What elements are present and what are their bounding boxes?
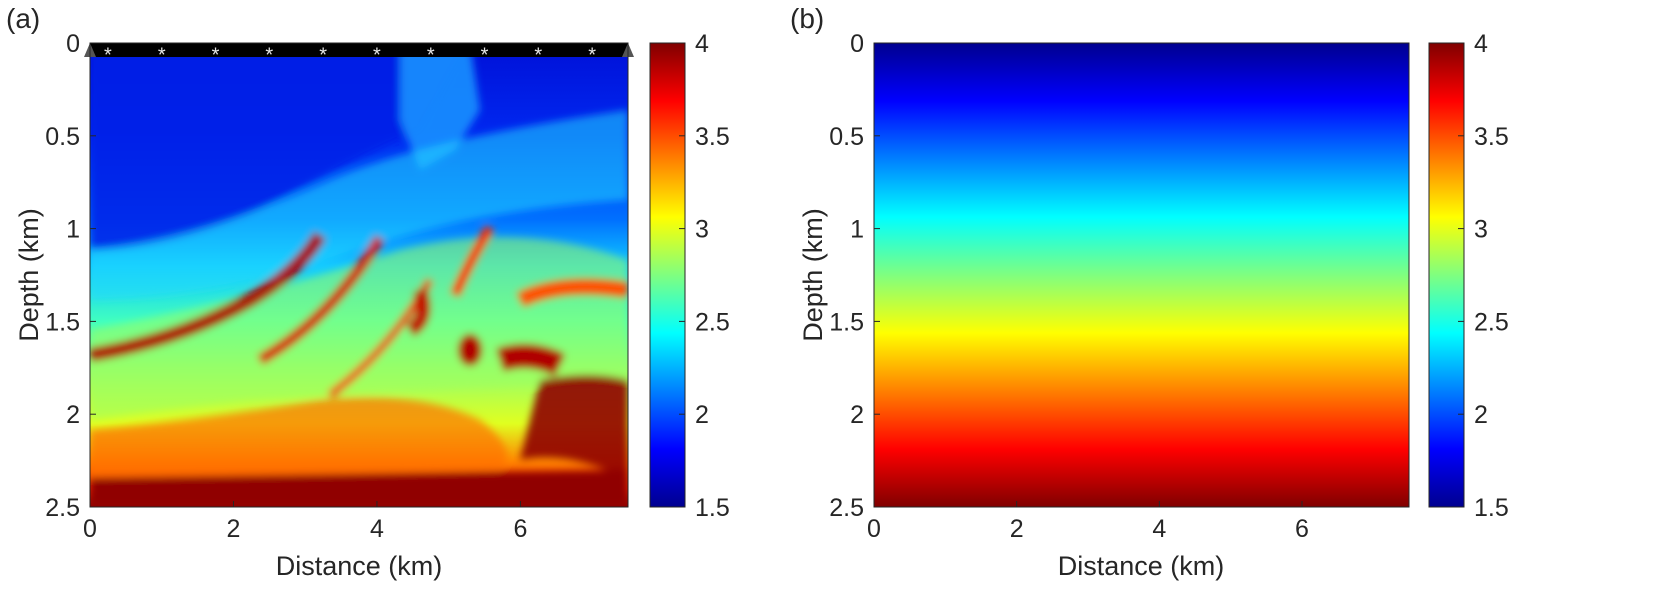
panel-b-axes: 0 2 4 6 0 0.5 1 1.5 2 2.5 bbox=[829, 30, 1309, 543]
panel-b-colorbar-tick-label: 3.5 bbox=[1474, 123, 1509, 151]
source-marker: * bbox=[158, 44, 166, 66]
panel-a-y-tick-label: 2.5 bbox=[45, 494, 80, 522]
panel-b-x-tick-label: 6 bbox=[1295, 515, 1309, 543]
panel-b-x-tick-label: 4 bbox=[1152, 515, 1166, 543]
source-marker: * bbox=[319, 44, 327, 66]
panel-a-colorbar-ticks: 1.5 2 2.5 3 3.5 4 bbox=[679, 30, 730, 522]
panel-a-x-tick-label: 2 bbox=[227, 515, 241, 543]
panel-a-x-tick-label: 6 bbox=[513, 515, 527, 543]
panel-a-y-tick-label: 1.5 bbox=[45, 308, 80, 336]
panel-b-label: (b) bbox=[790, 3, 824, 34]
source-marker: * bbox=[588, 44, 596, 66]
panel-a-x-axis-label: Distance (km) bbox=[276, 551, 443, 581]
panel-a: * * * * * * * * * * 0 2 4 6 0 0.5 1 1.5 2 2.5 1.5 2 2.5 3 3.5 4… bbox=[6, 3, 730, 581]
panel-a-heatmap bbox=[90, 43, 628, 507]
panel-b-y-tick-label: 0 bbox=[850, 30, 864, 58]
panel-b-y-tick-label: 1 bbox=[850, 216, 864, 244]
panel-b-y-tick-label: 1.5 bbox=[829, 308, 864, 336]
panel-b-colorbar-tick-label: 2.5 bbox=[1474, 308, 1509, 336]
panel-a-colorbar-tick-label: 1.5 bbox=[695, 494, 730, 522]
panel-a-label: (a) bbox=[6, 3, 40, 34]
panel-b: 0 2 4 6 0 0.5 1 1.5 2 2.5 1.5 2 2.5 3 3.5 4 (b) Distan… bbox=[790, 3, 1509, 581]
source-marker: * bbox=[265, 44, 273, 66]
source-marker: * bbox=[104, 44, 112, 66]
source-markers: * * * * * * * * * * bbox=[104, 44, 596, 66]
panel-a-y-tick-label: 1 bbox=[66, 216, 80, 244]
panel-a-y-tick-label: 0 bbox=[66, 30, 80, 58]
panel-b-heatmap bbox=[874, 43, 1409, 507]
panel-b-colorbar-ticks: 1.5 2 2.5 3 3.5 4 bbox=[1458, 30, 1509, 522]
panel-b-colorbar-tick-label: 1.5 bbox=[1474, 494, 1509, 522]
panel-b-x-axis-label: Distance (km) bbox=[1058, 551, 1225, 581]
source-marker: * bbox=[481, 44, 489, 66]
panel-a-plot-frame bbox=[89, 42, 629, 508]
panel-b-colorbar-tick-label: 4 bbox=[1474, 30, 1488, 58]
panel-a-colorbar-tick-label: 3 bbox=[695, 216, 709, 244]
panel-a-colorbar-tick-label: 2.5 bbox=[695, 308, 730, 336]
panel-b-x-tick-label: 0 bbox=[867, 515, 881, 543]
panel-a-colorbar-tick-label: 3.5 bbox=[695, 123, 730, 151]
panel-a-colorbar-tick-label: 2 bbox=[695, 401, 709, 429]
panel-a-y-tick-label: 2 bbox=[66, 401, 80, 429]
panel-a-y-tick-label: 0.5 bbox=[45, 123, 80, 151]
source-line bbox=[90, 43, 628, 57]
panel-b-y-tick-label: 2 bbox=[850, 401, 864, 429]
panel-b-colorbar-tick-label: 3 bbox=[1474, 216, 1488, 244]
panel-b-colorbar-tick-label: 2 bbox=[1474, 401, 1488, 429]
source-marker: * bbox=[534, 44, 542, 66]
source-marker: * bbox=[212, 44, 220, 66]
panel-b-y-tick-label: 2.5 bbox=[829, 494, 864, 522]
source-marker: * bbox=[427, 44, 435, 66]
panel-b-colorbar bbox=[1428, 42, 1465, 508]
panel-a-y-axis-label: Depth (km) bbox=[14, 208, 44, 342]
panel-a-axes: 0 2 4 6 0 0.5 1 1.5 2 2.5 bbox=[45, 30, 527, 543]
panel-a-x-tick-label: 4 bbox=[370, 515, 384, 543]
panel-b-plot-frame bbox=[873, 42, 1410, 508]
panel-b-x-tick-label: 2 bbox=[1010, 515, 1024, 543]
panel-a-colorbar-tick-label: 4 bbox=[695, 30, 709, 58]
panel-b-y-tick-label: 0.5 bbox=[829, 123, 864, 151]
source-marker: * bbox=[373, 44, 381, 66]
panel-a-x-tick-label: 0 bbox=[83, 515, 97, 543]
panel-a-colorbar bbox=[649, 42, 686, 508]
panel-b-y-axis-label: Depth (km) bbox=[798, 208, 828, 342]
